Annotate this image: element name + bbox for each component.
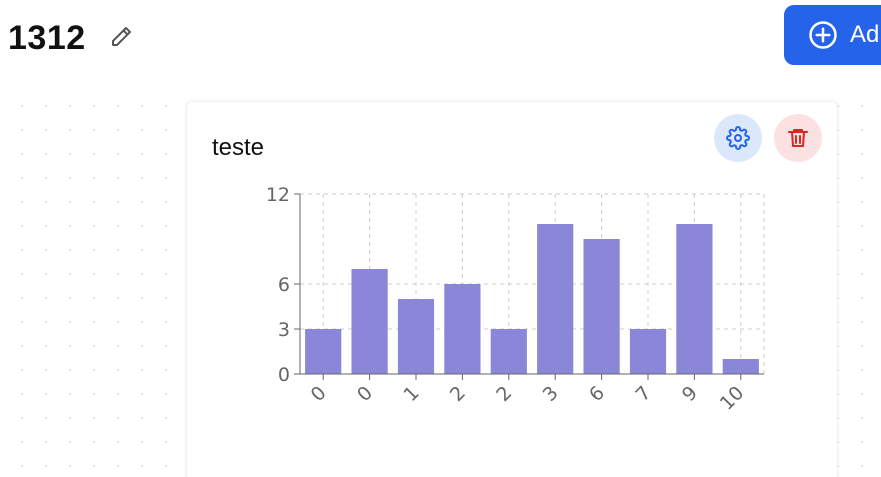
x-tick-label: 3 [539,382,563,406]
chart-bar [583,239,620,374]
y-tick-label: 6 [278,274,290,296]
gear-icon [726,126,750,150]
x-tick-label: 0 [307,382,331,406]
page-title: 1312 [8,19,86,57]
add-widget-label: Ad [850,21,880,48]
chart-bar [676,224,713,374]
x-tick-label: 10 [716,382,749,415]
x-tick-label: 6 [585,382,609,406]
x-tick-label: 0 [353,382,377,406]
y-tick-label: 3 [278,319,290,341]
x-tick-label: 1 [399,382,423,406]
plus-circle-icon [808,20,838,50]
dashboard-header: 1312 Ad [0,0,881,80]
trash-icon [788,129,808,147]
chart-bar [722,359,759,374]
chart-bar [351,269,388,374]
chart-bar [537,224,574,374]
x-tick-label: 7 [631,382,655,406]
y-tick-label: 0 [278,364,290,386]
widget-title: teste [212,134,265,161]
chart-bar [305,329,342,374]
chart-bar [490,329,527,374]
y-tick-label: 12 [266,184,290,206]
widget-delete-button[interactable] [774,114,822,162]
chart-widget: teste [186,101,838,477]
x-tick-label: 2 [492,382,516,406]
widget-settings-button[interactable] [714,114,762,162]
add-widget-button[interactable]: Ad [784,5,881,65]
x-tick-label: 2 [446,382,470,406]
edit-title-button[interactable] [104,20,138,54]
chart-bar [629,329,667,374]
x-tick-label: 9 [678,382,702,406]
chart-bar [444,284,481,374]
pencil-icon [112,27,131,46]
chart-bar [397,299,435,374]
